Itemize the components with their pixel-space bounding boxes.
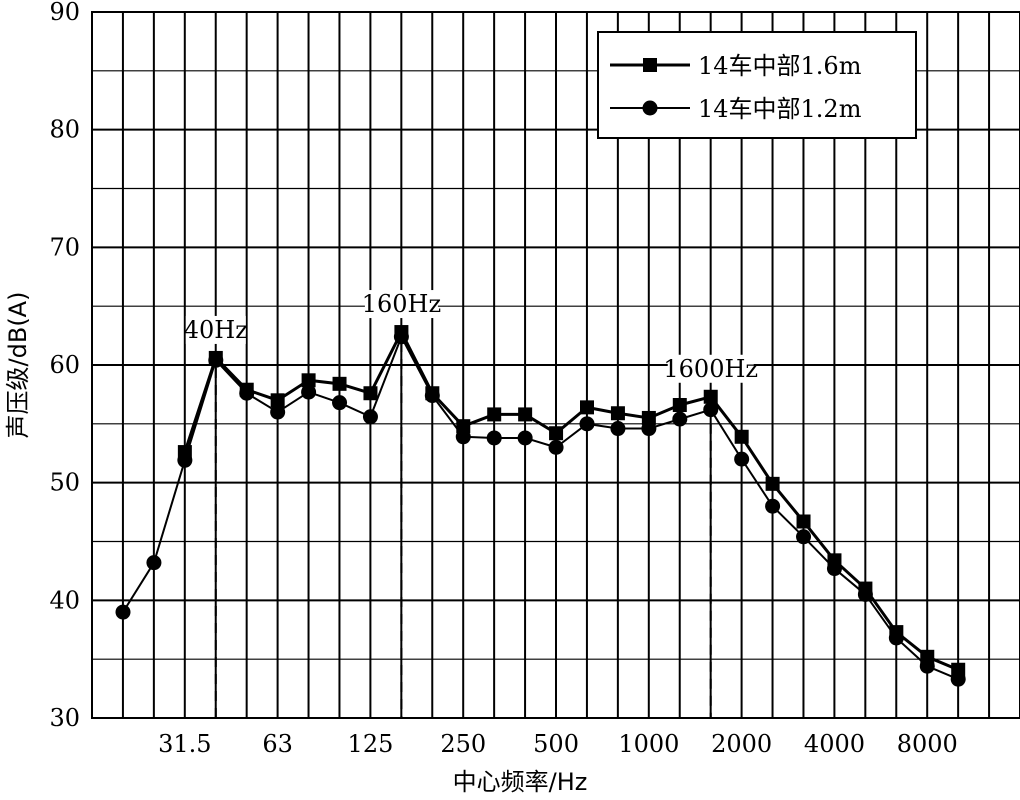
annotation-label-background bbox=[667, 354, 754, 383]
data-point-circle bbox=[115, 604, 131, 620]
x-axis-title: 中心频率/Hz bbox=[453, 768, 588, 796]
data-point-circle bbox=[146, 555, 162, 571]
y-tick-label: 80 bbox=[49, 116, 80, 144]
data-point-square bbox=[610, 406, 625, 421]
annotation-label-background bbox=[185, 315, 246, 344]
data-point-circle bbox=[208, 352, 224, 368]
data-point-square bbox=[270, 393, 285, 408]
series-line-1 bbox=[183, 330, 959, 672]
data-point-square bbox=[672, 398, 687, 413]
data-point-circle bbox=[857, 586, 873, 602]
data-point-circle bbox=[486, 430, 502, 446]
legend-entry-2: 14车中部1.2m bbox=[610, 95, 862, 123]
data-point-circle bbox=[393, 329, 409, 345]
x-tick-label: 63 bbox=[262, 730, 293, 758]
x-tick-label: 1000 bbox=[618, 730, 679, 758]
data-point-square bbox=[487, 407, 502, 422]
series-line-2 bbox=[122, 335, 959, 681]
data-point-circle bbox=[672, 411, 688, 427]
y-axis-title: 声压级/dB(A) bbox=[4, 292, 32, 439]
data-point-circle bbox=[239, 385, 255, 401]
annotation-label: 1600Hz bbox=[663, 355, 758, 383]
legend-square-marker bbox=[643, 58, 657, 72]
data-point-circle bbox=[919, 658, 935, 674]
data-point-circle bbox=[826, 561, 842, 577]
x-tick-label: 8000 bbox=[897, 730, 958, 758]
data-point-square bbox=[332, 376, 347, 391]
data-point-circle bbox=[424, 388, 440, 404]
legend-label-2: 14车中部1.2m bbox=[698, 95, 862, 123]
annotation-label-background bbox=[364, 290, 438, 319]
x-tick-label: 2000 bbox=[711, 730, 772, 758]
x-tick-label: 4000 bbox=[804, 730, 865, 758]
data-point-circle bbox=[796, 529, 812, 545]
data-point-circle bbox=[888, 630, 904, 646]
y-tick-label: 30 bbox=[49, 704, 80, 732]
data-point-square bbox=[765, 476, 780, 491]
data-point-circle bbox=[177, 452, 193, 468]
legend-circle-marker bbox=[642, 100, 658, 116]
x-tick-label: 31.5 bbox=[158, 730, 211, 758]
y-axis: 30 40 50 60 70 80 90 bbox=[49, 0, 80, 732]
annotations: 40Hz 160Hz 1600Hz bbox=[184, 290, 758, 718]
annotation-label: 160Hz bbox=[362, 290, 441, 318]
data-point-circle bbox=[579, 416, 595, 432]
data-point-square bbox=[518, 407, 533, 422]
y-tick-label: 50 bbox=[49, 469, 80, 497]
y-tick-label: 60 bbox=[49, 351, 80, 379]
data-point-circle bbox=[332, 395, 348, 411]
data-point-square bbox=[580, 400, 594, 415]
data-point-circle bbox=[270, 404, 286, 420]
data-point-circle bbox=[703, 402, 719, 418]
legend-entry-1: 14车中部1.6m bbox=[610, 52, 862, 80]
data-point-circle bbox=[548, 439, 564, 455]
data-point-square bbox=[301, 373, 316, 388]
y-tick-label: 90 bbox=[49, 0, 80, 26]
data-point-square bbox=[703, 389, 718, 404]
data-point-circle bbox=[301, 384, 317, 400]
data-point-circle bbox=[641, 421, 657, 437]
legend-box bbox=[597, 31, 917, 139]
data-point-square bbox=[363, 386, 378, 401]
data-point-square bbox=[456, 419, 471, 434]
x-tick-label: 125 bbox=[348, 730, 394, 758]
data-point-circle bbox=[455, 429, 471, 445]
data-point-circle bbox=[362, 409, 378, 425]
annotation-label: 40Hz bbox=[184, 316, 248, 344]
data-point-square bbox=[641, 410, 656, 425]
data-point-square bbox=[734, 429, 749, 444]
legend-label-1: 14车中部1.6m bbox=[698, 52, 862, 80]
x-tick-label: 250 bbox=[440, 730, 486, 758]
plot-frame bbox=[91, 11, 1020, 719]
data-point-circle bbox=[610, 421, 626, 437]
data-point-circle bbox=[950, 671, 966, 687]
y-tick-label: 40 bbox=[49, 586, 80, 614]
data-point-square bbox=[549, 426, 564, 441]
y-tick-label: 70 bbox=[49, 233, 80, 261]
legend: 14车中部1.6m 14车中部1.2m bbox=[597, 31, 917, 139]
series-layer bbox=[115, 325, 966, 687]
x-axis: 31.5 63 125 250 500 1000 2000 4000 8000 bbox=[158, 730, 958, 758]
data-point-circle bbox=[517, 430, 533, 446]
data-point-circle bbox=[734, 451, 750, 467]
x-tick-label: 500 bbox=[533, 730, 579, 758]
data-point-circle bbox=[765, 498, 781, 514]
data-point-square bbox=[796, 514, 811, 529]
